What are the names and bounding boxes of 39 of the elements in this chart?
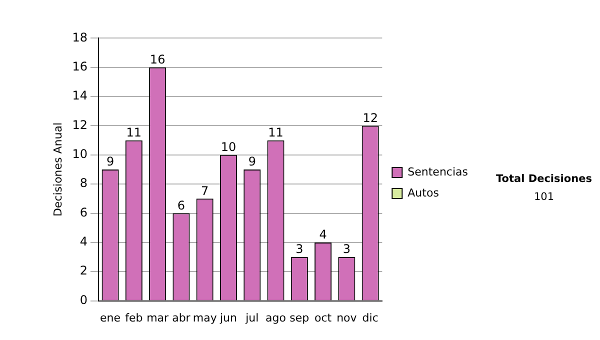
data-label: 9 xyxy=(248,154,256,169)
y-tick-label: 18 xyxy=(72,30,88,44)
y-tick-label: 14 xyxy=(72,88,88,103)
x-tick-label: jul xyxy=(244,311,259,324)
y-tick-label: 8 xyxy=(80,176,88,190)
x-tick-label: feb xyxy=(125,311,143,324)
x-tick-label: mar xyxy=(146,311,170,324)
x-tick-label: may xyxy=(192,311,218,324)
data-label: 4 xyxy=(319,228,327,242)
text: Total Decisiones xyxy=(495,173,593,185)
x-tick-label: nov xyxy=(336,311,358,324)
y-tick-label: 10 xyxy=(72,147,88,162)
legend-label: Autos xyxy=(408,186,440,200)
x-tick-label: jun xyxy=(218,311,238,324)
y-tick-label: 16 xyxy=(72,60,88,74)
data-label: 9 xyxy=(106,154,114,169)
legend-label: Sentencias xyxy=(408,165,468,178)
data-label: 11 xyxy=(126,125,142,140)
x-tick-label: abr xyxy=(172,311,191,324)
data-label: 12 xyxy=(362,110,378,125)
x-tick-label: dic xyxy=(362,311,378,324)
x-tick-label: sep xyxy=(290,311,310,324)
data-label: 3 xyxy=(296,242,304,256)
y-tick-label: 12 xyxy=(72,118,88,132)
y-axis-title: Decisiones Anual xyxy=(51,122,64,217)
data-label: 3 xyxy=(342,242,351,256)
x-tick-label: oct xyxy=(314,311,332,324)
data-label: 16 xyxy=(150,52,166,67)
data-label: 7 xyxy=(201,184,209,198)
x-tick-label: ene xyxy=(100,311,121,324)
data-label: 6 xyxy=(177,198,186,212)
data-label: 11 xyxy=(268,125,284,140)
text: 101 xyxy=(532,191,556,203)
y-tick-label: 2 xyxy=(80,264,88,278)
y-tick-label: 4 xyxy=(80,234,88,249)
y-tick-label: 0 xyxy=(80,292,88,307)
data-label: 10 xyxy=(220,140,236,154)
x-tick-label: ago xyxy=(266,311,286,324)
y-tick-label: 6 xyxy=(80,205,88,220)
